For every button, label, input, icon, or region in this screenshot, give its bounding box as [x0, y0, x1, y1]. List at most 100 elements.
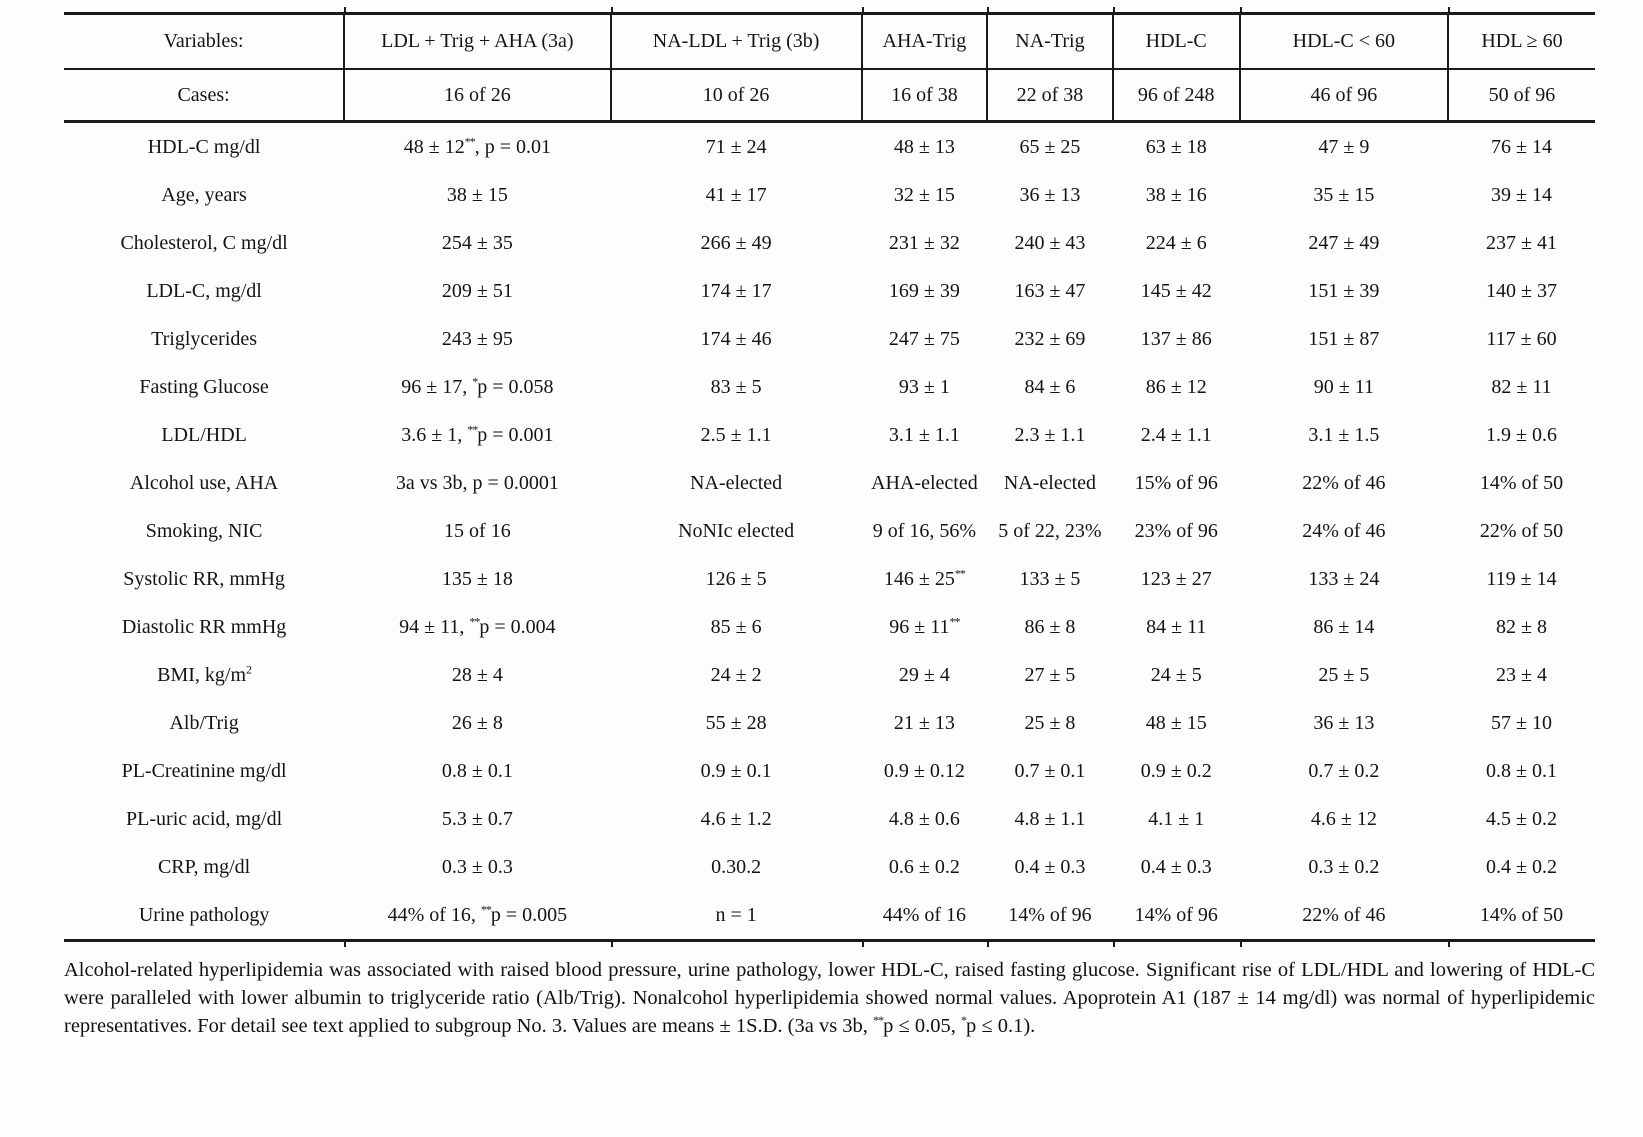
data-cell: 14% of 50: [1479, 903, 1564, 926]
data-cell: 15% of 96: [1134, 471, 1218, 494]
data-cell: 48 ± 13: [893, 135, 955, 158]
data-cell: 0.7 ± 0.1: [1014, 759, 1086, 782]
data-cell: 15 of 16: [444, 519, 511, 542]
row-label: Age, years: [161, 183, 247, 206]
table-row: Alb/Trig 26 ± 8 55 ± 28 21 ± 13 25 ± 8 48 ± 1…: [64, 699, 1595, 747]
data-cell: 1.9 ± 0.6: [1485, 423, 1557, 446]
data-cell: 63 ± 18: [1145, 135, 1207, 158]
column-tick: [1448, 940, 1451, 947]
data-cell: 32 ± 15: [893, 183, 955, 206]
column-tick: [987, 940, 990, 947]
data-cell: 0.9 ± 0.2: [1140, 759, 1212, 782]
table-row: Smoking, NIC 15 of 16 NoNIc elected 9 of 16…: [64, 507, 1595, 555]
data-cell: 3.6 ± 1, **p = 0.001: [401, 421, 554, 446]
data-cell: 145 ± 42: [1140, 279, 1212, 302]
cases-value: 10 of 26: [609, 69, 862, 123]
data-cell: 44% of 16: [882, 903, 967, 926]
table-row: LDL-C, mg/dl 209 ± 51 174 ± 17 169 ± 39 163 …: [64, 267, 1595, 315]
table-row: Diastolic RR mmHg 94 ± 11, **p = 0.004 85 …: [64, 603, 1595, 651]
row-label: Diastolic RR mmHg: [121, 615, 287, 638]
data-cell: 47 ± 9: [1318, 135, 1370, 158]
row-label: PL-Creatinine mg/dl: [121, 759, 287, 782]
data-cell: 4.1 ± 1: [1148, 807, 1205, 830]
data-cell: 247 ± 49: [1308, 231, 1380, 254]
column-tick: [861, 940, 864, 947]
data-cell: 65 ± 25: [1019, 135, 1081, 158]
column-header: HDL ≥ 60: [1446, 13, 1595, 70]
data-cell: 36 ± 13: [1313, 711, 1375, 734]
data-cell: 209 ± 51: [441, 279, 513, 302]
data-cell: 146 ± 25**: [883, 565, 966, 590]
data-cell: 266 ± 49: [700, 231, 772, 254]
significance-marker: 2: [246, 661, 252, 676]
data-cell: NA-elected: [690, 471, 783, 494]
data-cell: 133 ± 24: [1308, 567, 1380, 590]
data-cell: 117 ± 60: [1486, 327, 1557, 350]
table-row: CRP, mg/dl 0.3 ± 0.3 0.30.2 0.6 ± 0.2 0.4 ± …: [64, 843, 1595, 891]
row-label: Cholesterol, C mg/dl: [120, 231, 288, 254]
row-label: Urine pathology: [138, 903, 270, 926]
data-cell: 119 ± 14: [1486, 567, 1557, 590]
data-cell: 71 ± 24: [705, 135, 767, 158]
table-row: PL-Creatinine mg/dl 0.8 ± 0.1 0.9 ± 0.1 0.9…: [64, 747, 1595, 795]
cases-value: 50 of 96: [1446, 69, 1595, 123]
row-label: Smoking, NIC: [145, 519, 263, 542]
data-cell: 93 ± 1: [898, 375, 950, 398]
cases-value: 22 of 38: [986, 69, 1113, 123]
data-cell: 29 ± 4: [898, 663, 950, 686]
data-cell: 0.30.2: [711, 855, 762, 878]
table-row: Triglycerides 243 ± 95 174 ± 46 247 ± 75 232…: [64, 315, 1595, 363]
data-cell: 0.6 ± 0.2: [888, 855, 960, 878]
data-cell: 22% of 46: [1302, 903, 1386, 926]
data-cell: 14% of 96: [1134, 903, 1218, 926]
data-cell: 247 ± 75: [888, 327, 960, 350]
data-cell: 41 ± 17: [705, 183, 767, 206]
data-cell: 25 ± 5: [1318, 663, 1370, 686]
data-cell: 0.9 ± 0.1: [700, 759, 772, 782]
data-cell: 0.9 ± 0.12: [883, 759, 965, 782]
data-cell: 96 ± 17, *p = 0.058: [401, 373, 554, 398]
data-cell: 140 ± 37: [1485, 279, 1557, 302]
column-tick: [1112, 940, 1115, 947]
data-cell: 96 ± 11**: [889, 613, 961, 638]
data-cell: 231 ± 32: [888, 231, 960, 254]
row-label: HDL-C mg/dl: [147, 135, 261, 158]
data-cell: 254 ± 35: [441, 231, 513, 254]
data-cell: 135 ± 18: [441, 567, 513, 590]
data-cell: 85 ± 6: [710, 615, 762, 638]
column-tick: [344, 7, 347, 14]
row-label: Alb/Trig: [169, 711, 239, 734]
data-cell: 0.8 ± 0.1: [441, 759, 513, 782]
table-header: Variables: LDL + Trig + AHA (3a) NA-LDL + …: [64, 13, 1595, 123]
significance-marker: **: [480, 901, 492, 916]
column-tick: [344, 940, 347, 947]
row-label: Fasting Glucose: [139, 375, 269, 398]
significance-marker: **: [873, 1012, 884, 1027]
table-row: Cholesterol, C mg/dl 254 ± 35 266 ± 49 231 …: [64, 219, 1595, 267]
data-cell: 35 ± 15: [1313, 183, 1375, 206]
data-cell: 163 ± 47: [1014, 279, 1086, 302]
table-footnote: Alcohol-related hyperlipidemia was assoc…: [64, 959, 1595, 1037]
column-tick: [610, 7, 613, 14]
data-cell: 23 ± 4: [1495, 663, 1547, 686]
column-header: NA-LDL + Trig (3b): [609, 13, 862, 70]
data-cell: 4.5 ± 0.2: [1485, 807, 1557, 830]
data-cell: 14% of 50: [1479, 471, 1564, 494]
variables-column-header: Variables:: [64, 13, 345, 70]
data-cell: 24% of 46: [1302, 519, 1386, 542]
cases-label: Cases:: [64, 69, 345, 123]
column-header: HDL-C < 60: [1238, 13, 1448, 70]
data-cell: 0.4 ± 0.3: [1014, 855, 1086, 878]
data-cell: 0.8 ± 0.1: [1485, 759, 1557, 782]
data-cell: 90 ± 11: [1313, 375, 1374, 398]
data-cell: 38 ± 15: [446, 183, 508, 206]
data-cell: 39 ± 14: [1490, 183, 1552, 206]
table-row: Urine pathology 44% of 16, **p = 0.005 n =…: [64, 891, 1595, 941]
table-body: HDL-C mg/dl 48 ± 12**, p = 0.01 71 ± 24 48 …: [64, 122, 1595, 941]
data-cell: 27 ± 5: [1024, 663, 1076, 686]
data-cell: 0.7 ± 0.2: [1308, 759, 1380, 782]
cases-row: Cases: 16 of 26 10 of 26 16 of 38 22 of 38 96…: [64, 69, 1595, 123]
significance-marker: **: [949, 613, 961, 628]
row-label: Alcohol use, AHA: [129, 471, 279, 494]
data-cell: 137 ± 86: [1140, 327, 1212, 350]
